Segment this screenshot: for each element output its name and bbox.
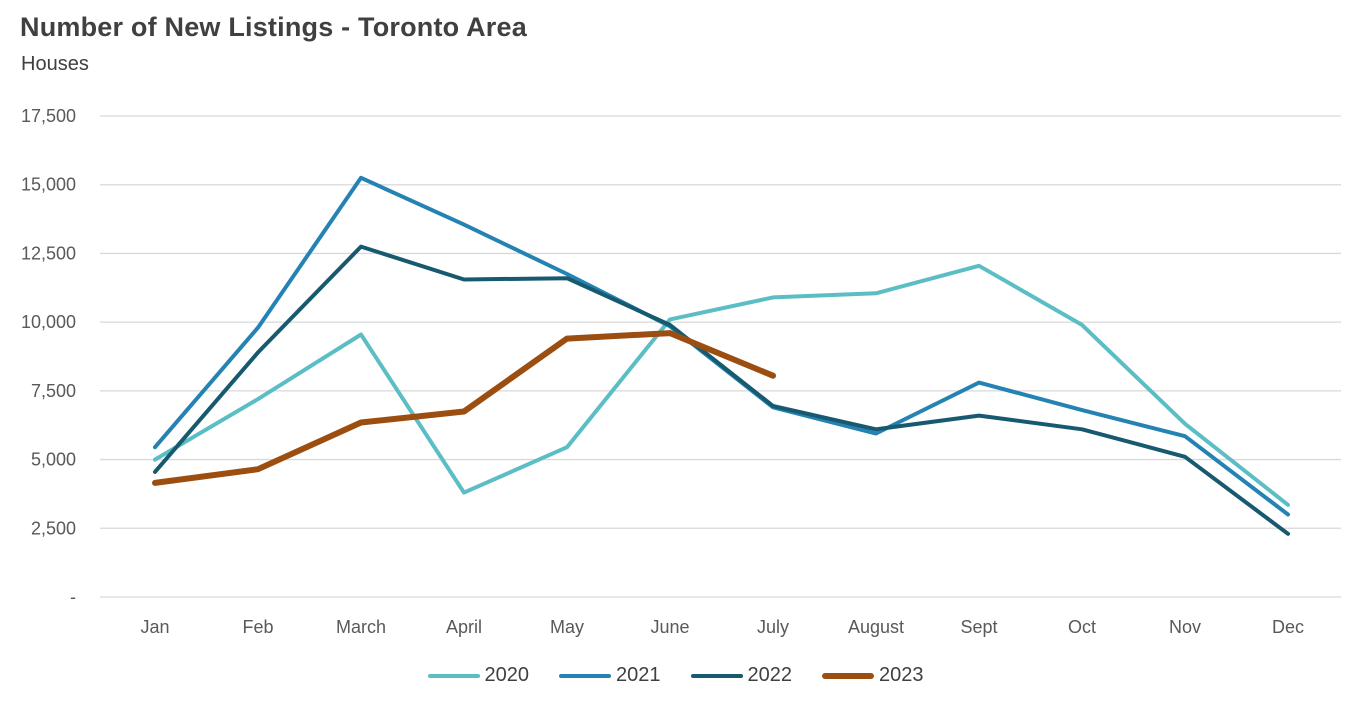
legend-swatch-2023	[822, 672, 874, 679]
series-line-2022	[153, 244, 1290, 536]
y-axis-tick-label: 7,500	[31, 381, 76, 401]
legend-swatch-2021	[559, 673, 611, 678]
x-axis-tick-label: April	[446, 617, 482, 637]
y-axis-tick-label: 2,500	[31, 518, 76, 538]
legend-label: 2021	[616, 664, 661, 686]
legend-label: 2023	[879, 664, 924, 686]
legend-label: 2022	[747, 664, 793, 686]
y-axis-tick-label: 10,000	[21, 312, 76, 332]
legend-swatch-2022	[690, 673, 743, 678]
x-axis-tick-label: June	[650, 617, 689, 637]
y-axis-tick-label: 17,500	[21, 106, 76, 126]
chart-title: Number of New Listings - Toronto Area	[20, 12, 527, 42]
x-axis-tick-label: March	[336, 617, 386, 637]
series-line-2021	[153, 175, 1290, 517]
legend-swatch-2020	[427, 673, 480, 678]
x-axis-tick-label: Jan	[140, 617, 169, 637]
x-axis-tick-label: August	[848, 617, 904, 637]
legend-item-2023: 2023	[822, 664, 924, 687]
x-axis-tick-label: Feb	[242, 617, 273, 637]
legend-item-2020: 2020	[427, 664, 530, 687]
y-axis-tick-label: 5,000	[31, 450, 76, 470]
series-line-2023	[152, 330, 776, 486]
y-axis-tick-label: -	[70, 587, 76, 607]
x-axis-tick-label: May	[550, 617, 584, 637]
x-axis-tick-label: Dec	[1272, 617, 1304, 637]
series-line-2020	[153, 263, 1290, 507]
y-axis-tick-label: 12,500	[21, 243, 76, 263]
legend-item-2021: 2021	[559, 664, 661, 687]
legend-item-2022: 2022	[690, 664, 793, 687]
chart-subtitle: Houses	[21, 53, 89, 75]
x-axis-tick-label: Sept	[960, 617, 997, 637]
x-axis-tick-label: Oct	[1068, 617, 1096, 637]
legend-label: 2020	[484, 664, 530, 686]
y-axis-tick-label: 15,000	[21, 175, 76, 195]
chart-legend: 2020 2021 2022 2023	[0, 664, 1351, 687]
x-axis-tick-label: Nov	[1169, 617, 1201, 637]
x-axis-tick-label: July	[757, 617, 789, 637]
